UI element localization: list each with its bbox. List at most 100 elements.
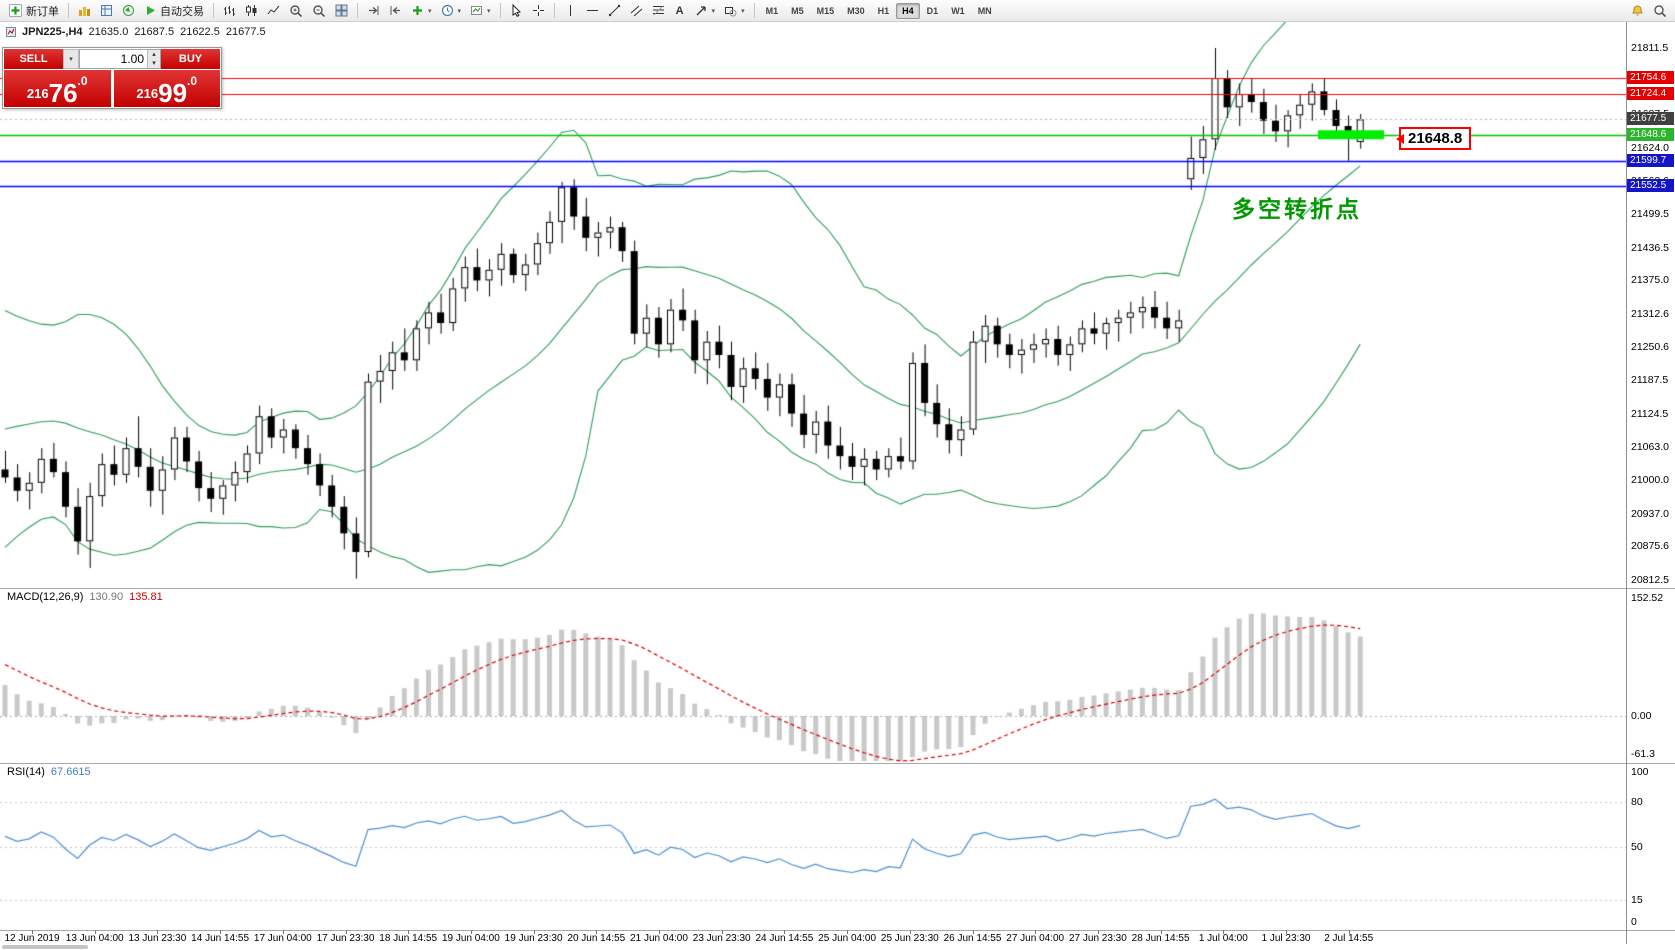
price-callout[interactable]: 21648.8: [1399, 127, 1472, 150]
rsi-axis-label: 50: [1631, 841, 1643, 853]
alerts-icon[interactable]: [1627, 2, 1648, 20]
price-axis-label: 20875.6: [1631, 540, 1669, 553]
search-icon[interactable]: [1649, 2, 1671, 20]
main-toolbar: 新订单 自动交易 ▾ ▾ ▾ A ▾ ▾ M1 M: [0, 0, 1675, 22]
vertical-line-tool-icon[interactable]: [560, 2, 581, 20]
rsi-pane-separator[interactable]: [0, 763, 1675, 764]
time-axis-tick: [784, 930, 786, 934]
zoom-in-icon[interactable]: [285, 2, 307, 20]
auto-scroll-icon[interactable]: [363, 2, 384, 20]
time-axis-tick: [1348, 930, 1350, 934]
time-axis-label: 21 Jun 04:00: [630, 933, 688, 944]
time-axis-label: 28 Jun 14:55: [1131, 933, 1190, 944]
time-axis-label: 23 Jun 23:30: [692, 933, 751, 944]
price-tag-21599.7: 21599.7: [1627, 153, 1674, 167]
price-axis-label: 21436.5: [1631, 241, 1669, 254]
ohlc-close: 21677.5: [225, 26, 266, 38]
dropdown-arrow-icon: ▾: [711, 7, 716, 15]
price-tag-21552.5: 21552.5: [1627, 178, 1674, 192]
tile-windows-icon[interactable]: [331, 2, 352, 20]
toolbar-separator: [753, 3, 755, 18]
timeframe-mn-button[interactable]: MN: [977, 5, 992, 16]
ohlc-high: 21687.5: [134, 26, 175, 38]
chart-header: JPN225-,H4 21635.0 21687.5 21622.5 21677…: [6, 26, 266, 38]
sell-button[interactable]: SELL: [4, 49, 63, 69]
volume-decrease-button[interactable]: ▾: [152, 60, 156, 67]
time-axis-label: 13 Jun 23:30: [128, 933, 187, 944]
macd-pane-separator[interactable]: [0, 588, 1675, 589]
buy-price[interactable]: 216 99.0: [113, 70, 220, 107]
shapes-tool-icon[interactable]: ▾: [720, 2, 749, 20]
time-axis-label: 27 Jun 23:30: [1068, 933, 1127, 944]
time-axis-label: 1 Jul 23:30: [1261, 933, 1311, 944]
dropdown-arrow-icon: ▾: [741, 7, 745, 15]
periods-button[interactable]: ▾: [437, 2, 466, 20]
timeframe-h1-button[interactable]: H1: [877, 5, 890, 16]
time-axis-tick: [157, 930, 159, 934]
time-axis-label: 17 Jun 04:00: [253, 933, 312, 944]
timeframe-m30-button[interactable]: M30: [847, 5, 865, 16]
timeframe-m1-button[interactable]: M1: [765, 5, 779, 16]
arrow-tool-icon[interactable]: ▾: [691, 2, 720, 20]
price-axis-label: 21124.5: [1631, 407, 1669, 420]
timeframe-h4-button[interactable]: H4: [896, 2, 920, 19]
candlestick-chart-icon[interactable]: [241, 2, 262, 20]
template-icon: [471, 6, 483, 15]
new-order-button[interactable]: 新订单: [4, 2, 63, 20]
navigator-icon[interactable]: [118, 2, 139, 20]
price-axis-label: 21250.6: [1631, 340, 1669, 353]
dropdown-arrow-icon: ▾: [428, 7, 432, 15]
timeframe-m15-button[interactable]: M15: [816, 5, 835, 16]
time-axis-label: 24 Jun 14:55: [755, 933, 814, 944]
macd-pane-canvas[interactable]: [0, 588, 1626, 763]
macd-axis-label: 0.00: [1631, 710, 1652, 722]
timeframe-w1-button[interactable]: W1: [951, 5, 965, 16]
rsi-axis-label: 80: [1631, 796, 1643, 808]
volume-spinner: ▴ ▾: [147, 50, 160, 68]
buy-button[interactable]: BUY: [161, 49, 220, 69]
cursor-icon[interactable]: [506, 2, 527, 20]
time-axis-tick: [596, 930, 598, 934]
line-chart-icon[interactable]: [263, 2, 284, 20]
rsi-pane-canvas[interactable]: [0, 763, 1626, 930]
fibonacci-tool-icon[interactable]: [648, 2, 669, 20]
horizontal-line-tool-icon[interactable]: [582, 2, 603, 20]
text-tool-icon[interactable]: A: [675, 4, 684, 17]
time-axis-tick: [1286, 930, 1287, 934]
market-watch-icon[interactable]: [74, 2, 95, 20]
crosshair-icon[interactable]: [528, 2, 549, 20]
main-chart-canvas[interactable]: [0, 22, 1626, 588]
timeframe-d1-button[interactable]: D1: [926, 5, 939, 16]
time-axis-label: 13 Jun 04:00: [65, 933, 124, 944]
chart-shift-icon[interactable]: [385, 2, 406, 20]
volume-increase-button[interactable]: ▴: [152, 51, 156, 58]
sell-price[interactable]: 216 76.0: [4, 70, 111, 107]
macd-axis-label: 152.52: [1631, 591, 1664, 604]
price-axis-separator: [1626, 22, 1627, 944]
volume-input[interactable]: [80, 50, 147, 68]
autotrading-button[interactable]: 自动交易: [140, 2, 208, 20]
data-window-icon[interactable]: [96, 2, 117, 20]
price-tag-21754.6: 21754.6: [1627, 71, 1674, 85]
trade-options-dropdown[interactable]: ▾: [63, 49, 79, 69]
bar-chart-icon[interactable]: [219, 2, 240, 20]
toolbar-separator: [357, 3, 358, 18]
time-axis-label: 25 Jun 04:00: [818, 933, 877, 944]
zoom-out-icon[interactable]: [308, 2, 330, 20]
timeframe-m5-button[interactable]: M5: [791, 5, 804, 16]
indicators-button[interactable]: ▾: [407, 2, 436, 20]
ohlc-open: 21635.0: [88, 26, 129, 38]
price-tag-21648.6: 21648.6: [1627, 127, 1674, 141]
time-axis-tick: [909, 930, 911, 934]
horizontal-scrollbar[interactable]: [2, 945, 88, 949]
toolbar-separator: [68, 3, 69, 18]
time-axis-tick: [721, 930, 723, 934]
time-axis-label: 19 Jun 04:00: [441, 933, 500, 944]
time-axis-tick: [1035, 930, 1037, 934]
trendline-tool-icon[interactable]: [604, 2, 625, 20]
templates-button[interactable]: ▾: [466, 2, 495, 20]
channel-tool-icon[interactable]: [626, 2, 647, 20]
new-order-label: 新订单: [26, 5, 59, 18]
